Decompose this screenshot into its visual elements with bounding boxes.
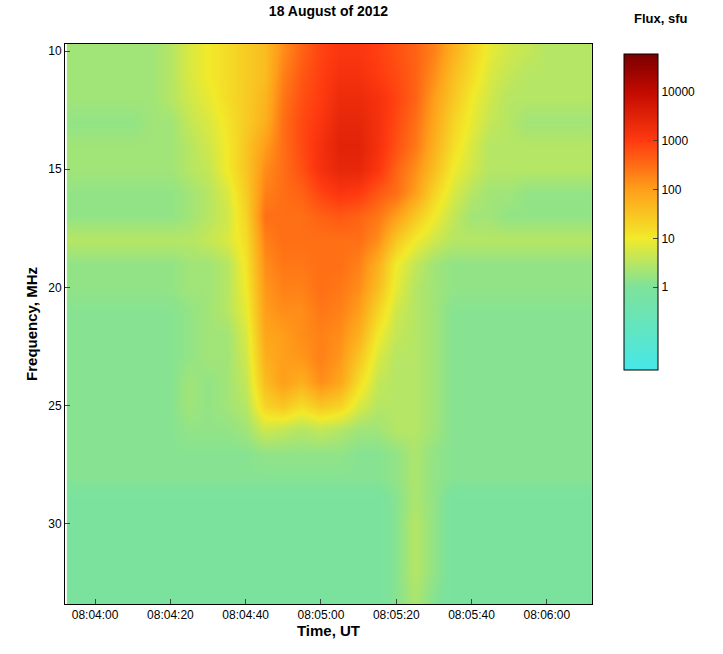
svg-text:10: 10 <box>48 44 62 58</box>
svg-text:10000: 10000 <box>661 85 695 99</box>
svg-text:Frequency, MHz: Frequency, MHz <box>23 267 40 381</box>
svg-text:08:04:00: 08:04:00 <box>72 608 119 622</box>
svg-text:100: 100 <box>661 183 681 197</box>
svg-text:Time, UT: Time, UT <box>297 622 360 639</box>
svg-text:08:05:00: 08:05:00 <box>298 608 345 622</box>
svg-text:1000: 1000 <box>661 134 688 148</box>
svg-text:25: 25 <box>48 399 62 413</box>
svg-text:Flux, sfu: Flux, sfu <box>634 11 688 26</box>
svg-text:30: 30 <box>48 517 62 531</box>
svg-text:18 August of 2012: 18 August of 2012 <box>269 3 389 19</box>
svg-text:08:04:40: 08:04:40 <box>222 608 269 622</box>
svg-text:1: 1 <box>661 280 668 294</box>
svg-text:20: 20 <box>48 281 62 295</box>
svg-text:15: 15 <box>48 162 62 176</box>
svg-text:08:05:20: 08:05:20 <box>373 608 420 622</box>
svg-text:10: 10 <box>661 232 675 246</box>
svg-text:08:05:40: 08:05:40 <box>448 608 495 622</box>
svg-text:08:04:20: 08:04:20 <box>147 608 194 622</box>
svg-text:08:06:00: 08:06:00 <box>523 608 570 622</box>
